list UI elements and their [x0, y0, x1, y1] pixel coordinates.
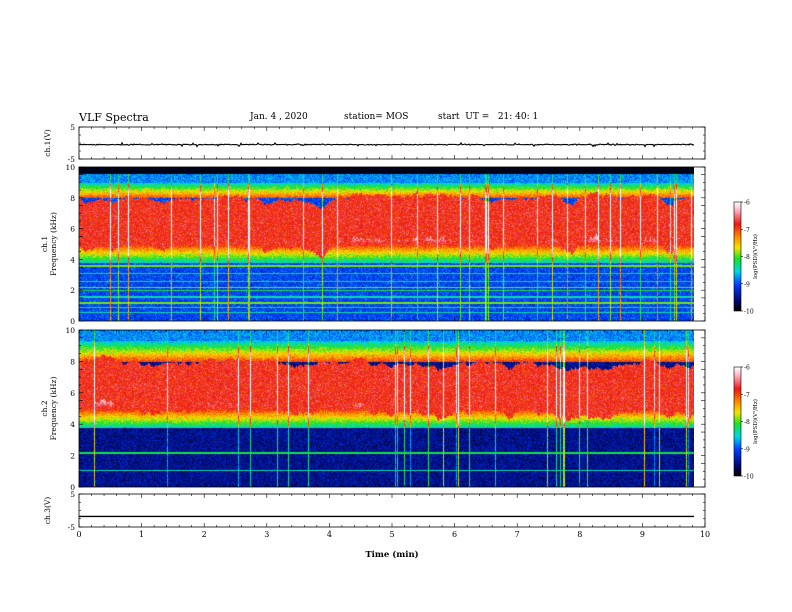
colorbar-gradient-1: [734, 202, 741, 311]
colorbar-tick-label: -7: [744, 227, 750, 234]
y-tick-label: 2: [70, 452, 75, 461]
ch3-waveform-frame: [78, 493, 706, 528]
colorbar-tick-label: -9: [744, 281, 750, 288]
x-tick-label: 4: [327, 530, 332, 539]
y-tick-label: 10: [65, 163, 75, 172]
y-tick-label: 0: [70, 317, 75, 326]
station-label: station= MOS: [344, 112, 409, 122]
y-tick-label: 4: [70, 255, 75, 264]
y-tick-label: 8: [70, 357, 75, 366]
x-tick-label: 5: [389, 530, 394, 539]
ch2-spectrogram-ylabel: ch.2: [40, 400, 49, 416]
colorbar-tick-label: -9: [744, 446, 750, 453]
ch2-spectrogram-ylabel: Frequency (kHz): [49, 377, 58, 441]
y-tick-label: 0: [70, 483, 75, 492]
x-axis-label: Time (min): [365, 549, 418, 560]
ch1-spectrogram-ylabel: ch.1: [40, 236, 49, 252]
ch3-ylabel: ch.3(V): [43, 497, 52, 525]
colorbar-tick-label: -8: [744, 419, 750, 426]
x-tick-label: 2: [202, 530, 207, 539]
x-tick-label: 6: [452, 530, 457, 539]
ch1-ylabel: ch.1(V): [43, 129, 52, 157]
x-tick-label: 1: [139, 530, 144, 539]
y-tick-label: 4: [70, 420, 75, 429]
colorbar-label: log(PSD)(V²/Hz): [752, 234, 759, 279]
colorbar-tick-label: -6: [744, 365, 750, 372]
y-tick-label: 10: [65, 326, 75, 335]
x-tick-label: 10: [700, 530, 710, 539]
y-tick-label: -5: [68, 523, 76, 532]
colorbar-tick-label: -7: [744, 392, 750, 399]
y-tick-label: 5: [70, 123, 75, 132]
colorbar-tick-label: -10: [744, 474, 754, 481]
y-tick-label: -5: [68, 155, 76, 164]
x-tick-label: 7: [515, 530, 520, 539]
colorbar-gradient-2: [734, 367, 741, 476]
y-tick-label: 6: [70, 389, 75, 398]
x-tick-label: 8: [577, 530, 582, 539]
x-tick-label: 3: [264, 530, 269, 539]
y-tick-label: 8: [70, 194, 75, 203]
chart-title: VLF Spectra: [79, 111, 149, 124]
ch1-waveform-frame: [78, 126, 706, 160]
x-tick-label: 9: [640, 530, 645, 539]
colorbar-tick-label: -10: [744, 309, 754, 316]
spectrogram-image-1: [79, 167, 694, 321]
date-label: Jan. 4 , 2020: [250, 112, 308, 122]
spectrogram-image-2: [79, 330, 694, 487]
y-tick-label: 5: [70, 490, 75, 499]
colorbar-tick-label: -6: [744, 200, 750, 207]
ch1-spectrogram-ylabel: Frequency (kHz): [49, 212, 58, 276]
colorbar-tick-label: -8: [744, 254, 750, 261]
start-time-label: start UT = 21: 40: 1: [438, 112, 539, 122]
colorbar-label: log(PSD)(V²/Hz): [752, 399, 759, 444]
y-tick-label: 6: [70, 225, 75, 234]
x-tick-label: 0: [76, 530, 81, 539]
y-tick-label: 2: [70, 286, 75, 295]
waveform-trace-ch1: [78, 141, 695, 148]
